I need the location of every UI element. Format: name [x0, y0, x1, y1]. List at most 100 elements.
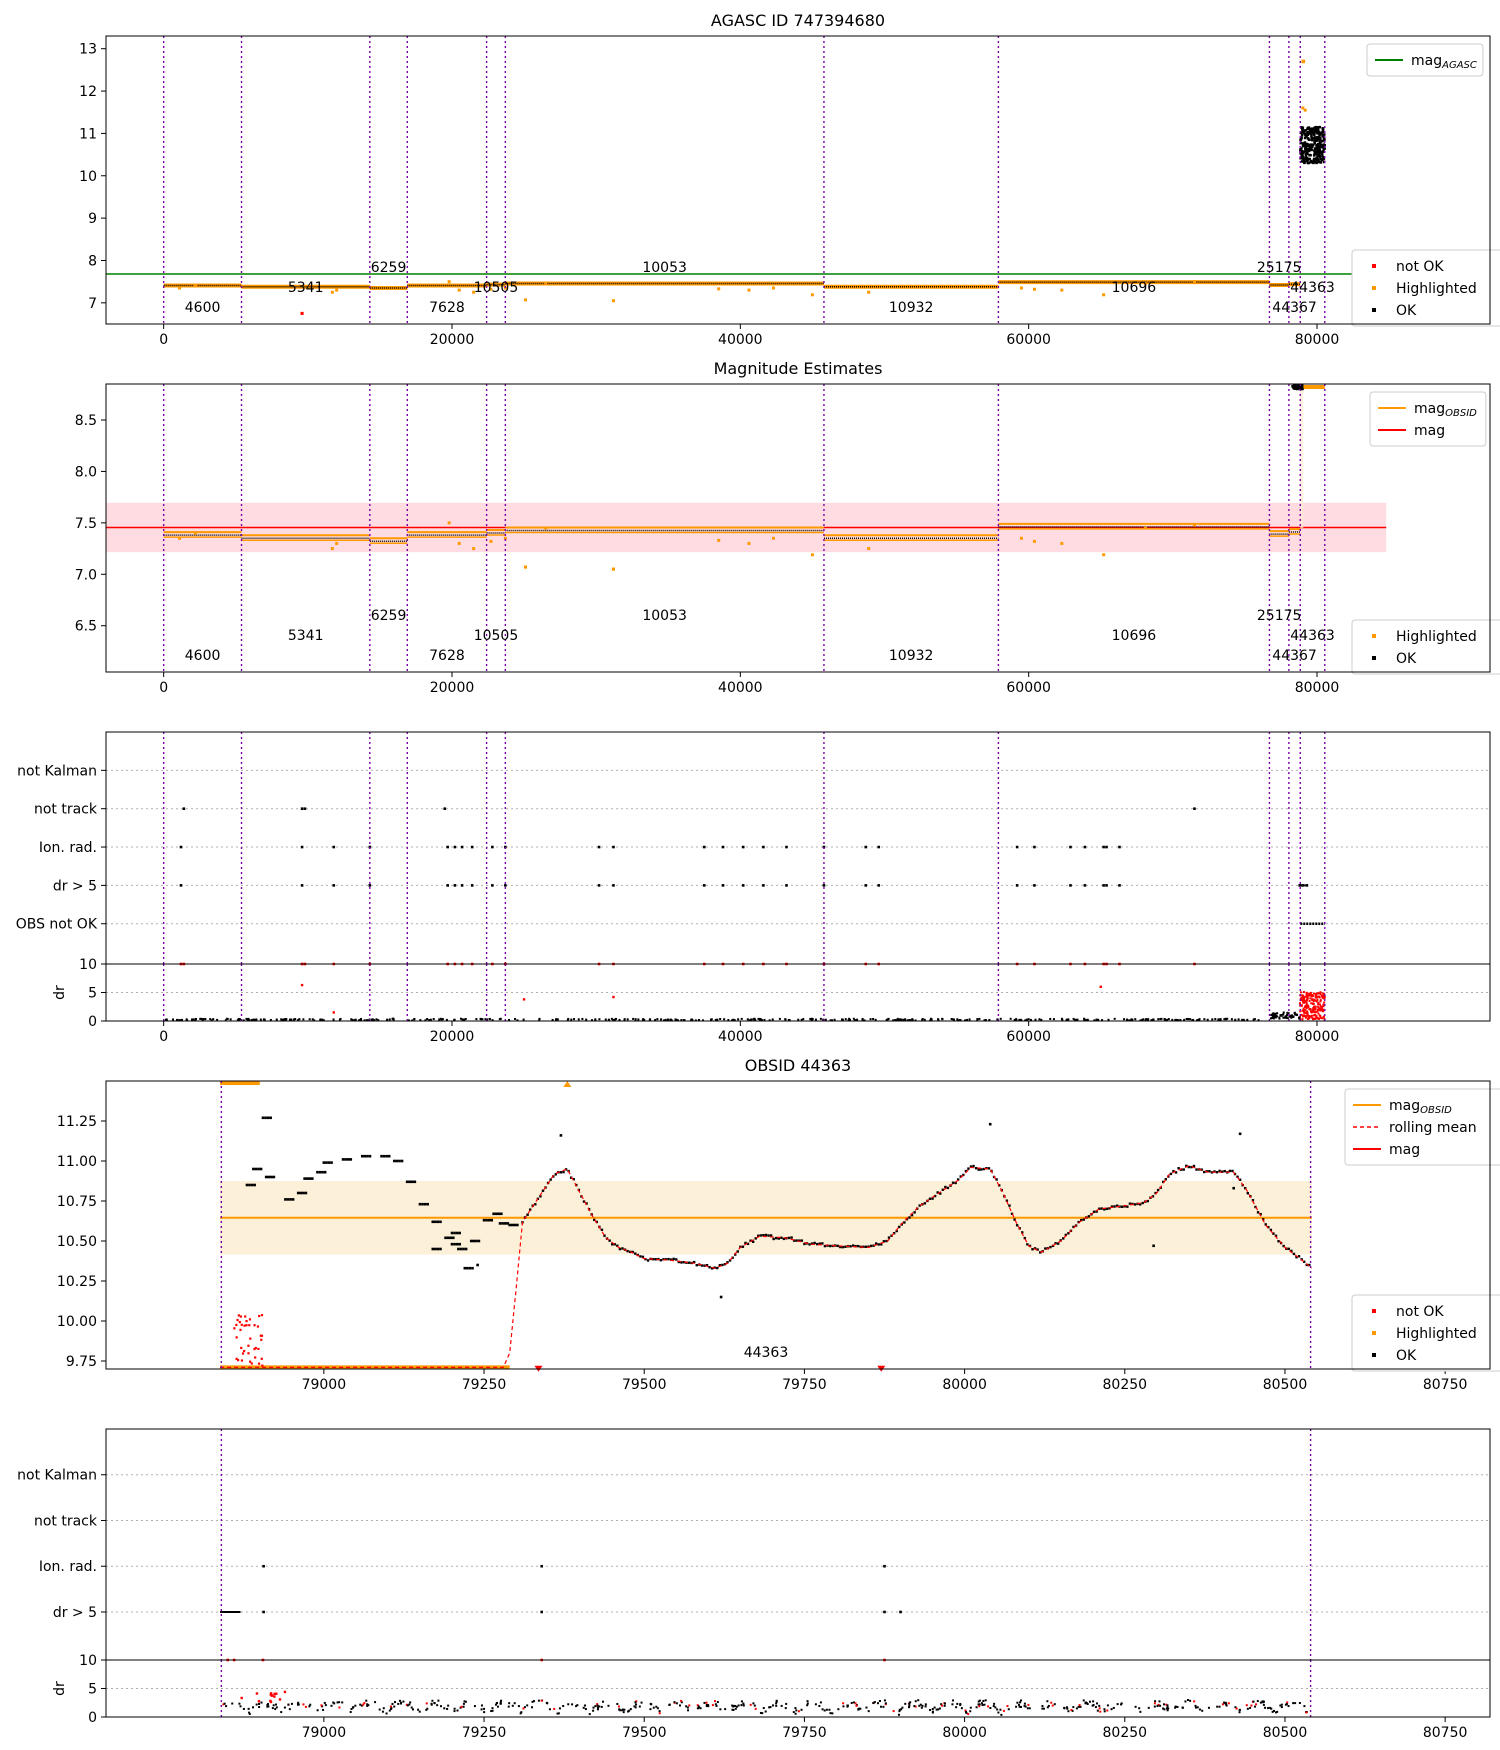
highlighted-point [1019, 286, 1023, 290]
ok-point [1115, 1204, 1119, 1207]
dr-point [698, 1706, 701, 1709]
dr-not-ok-point [1321, 1017, 1324, 1020]
dr-not-ok-point [278, 1698, 282, 1701]
dr-point [1298, 1702, 1301, 1705]
ok-point [311, 1177, 314, 1180]
ok-point [1305, 1263, 1308, 1267]
dr-point [308, 1705, 311, 1708]
dr-point [759, 1711, 762, 1714]
dr-point [642, 1018, 645, 1021]
dr-point [658, 1712, 661, 1715]
dr-point [297, 1019, 300, 1022]
ok-point [1308, 1263, 1311, 1267]
dr-point [426, 1707, 429, 1710]
dr-point [511, 1704, 514, 1707]
ok-point [857, 1244, 860, 1248]
ok-point [1141, 1201, 1144, 1205]
dr-point [258, 1706, 261, 1709]
data-point [1304, 129, 1308, 132]
dr-point [702, 1019, 705, 1022]
dr-point [1165, 1703, 1168, 1706]
not-ok-point [243, 1349, 246, 1353]
dr-point [352, 1019, 355, 1022]
dr-point [969, 1710, 972, 1713]
y-tick-label: 8.5 [75, 413, 97, 429]
x-tick-label: 80500 [1263, 1377, 1308, 1393]
dr-point [594, 1019, 597, 1022]
ok-point [719, 1295, 723, 1299]
dr-point [433, 1701, 436, 1704]
ok-point [967, 1167, 970, 1170]
dr-point [794, 1712, 797, 1715]
dr-point [480, 1708, 483, 1711]
dr-point [943, 1702, 946, 1705]
data-point [1316, 128, 1319, 131]
not-ok-point [254, 1346, 257, 1350]
dr-point [680, 1701, 683, 1704]
dr-point [513, 1702, 516, 1705]
dr-point [1094, 1706, 1097, 1709]
data-point [1295, 385, 1299, 389]
dr-point [1298, 1017, 1301, 1020]
dr-point [313, 1019, 316, 1022]
dr-point [239, 1705, 242, 1708]
ok-point [572, 1178, 575, 1181]
dr-point [526, 1704, 529, 1707]
x-tick-label: 79000 [302, 1377, 347, 1393]
ok-point [764, 1233, 768, 1237]
dr-point [394, 1701, 397, 1704]
flag-point [721, 845, 725, 849]
flag-point [332, 845, 336, 849]
panel-title: AGASC ID 747394680 [711, 11, 885, 30]
dr-point [248, 1711, 251, 1714]
dr-point [258, 1702, 261, 1705]
dr-point [1174, 1018, 1177, 1021]
dr-point [185, 1018, 188, 1021]
ok-point [562, 1170, 565, 1174]
dr-not-ok-point [1320, 1009, 1323, 1012]
data-point [1313, 141, 1317, 144]
dr-point [892, 1019, 895, 1022]
dr-point [1159, 1704, 1162, 1707]
dr-not-ok-point [1317, 1001, 1320, 1004]
ok-point [1010, 1212, 1014, 1216]
ok-point [494, 1212, 498, 1216]
dr-point [523, 1706, 526, 1709]
ok-point [431, 1220, 435, 1224]
not-ok-point [260, 1357, 263, 1360]
ok-point [1133, 1203, 1137, 1206]
dr-point [929, 1019, 932, 1022]
ok-point [501, 1222, 504, 1225]
data-point [1300, 153, 1304, 157]
highlighted-point [1060, 288, 1064, 292]
highlighted-point [867, 547, 871, 551]
dr-point [516, 1019, 519, 1022]
dr-point [674, 1018, 677, 1021]
dr-point [696, 1704, 699, 1707]
dr-not-ok-point [269, 1700, 273, 1704]
dr-point [1088, 1700, 1091, 1703]
dr-point [500, 1699, 503, 1702]
dr-point [613, 1018, 616, 1021]
not-ok-point [261, 1364, 264, 1367]
dr-point [895, 1019, 898, 1022]
dr-point [883, 1699, 886, 1702]
dr-point [592, 1709, 595, 1712]
dr-not-ok-point [1303, 1010, 1306, 1013]
dr-point [1282, 1016, 1285, 1019]
dr-point [754, 1707, 757, 1710]
ok-point [1015, 1224, 1019, 1227]
dr-point [354, 1704, 357, 1707]
dr-point [841, 1018, 844, 1021]
ok-point [453, 1242, 456, 1246]
dr-point [884, 1702, 887, 1705]
highlighted-point [1143, 282, 1147, 286]
data-point [1318, 132, 1322, 135]
flag-point [491, 884, 494, 887]
dr-point [670, 1019, 673, 1022]
ok-point [289, 1198, 292, 1201]
dr-point [499, 1017, 502, 1020]
ok-point [803, 1242, 806, 1246]
dr-point [1070, 1709, 1073, 1712]
data-point [1316, 126, 1320, 129]
